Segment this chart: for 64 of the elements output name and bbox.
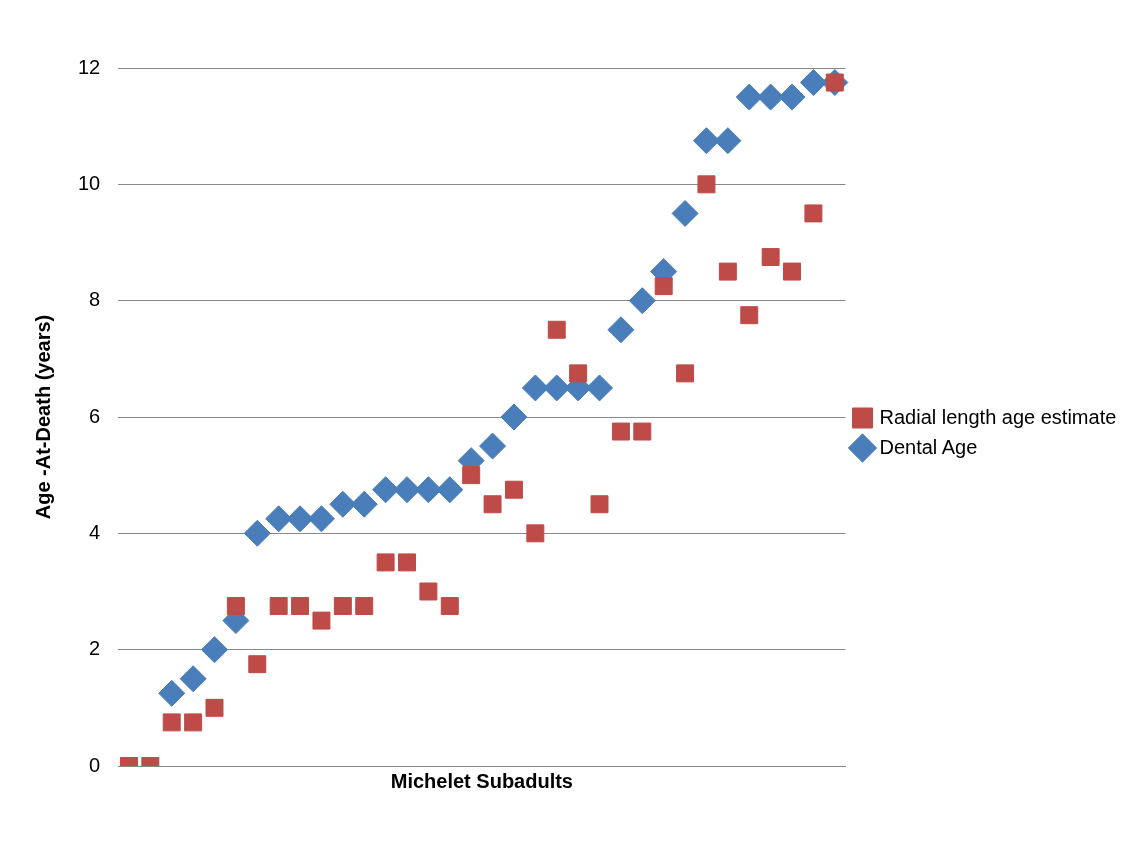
point: [398, 553, 416, 572]
point: [804, 204, 823, 223]
point: [376, 553, 395, 572]
point: [761, 248, 780, 267]
point: [586, 374, 614, 402]
point: [291, 597, 310, 616]
y-tick-label: 0: [89, 753, 101, 776]
point: [611, 422, 630, 441]
y-tick-label: 10: [78, 171, 101, 194]
point: [312, 611, 331, 630]
point: [697, 175, 716, 194]
point: [248, 655, 267, 674]
point: [440, 597, 459, 616]
y-tick-label: 6: [89, 404, 101, 427]
point: [654, 277, 673, 296]
y-tick-label: 8: [89, 288, 101, 311]
point: [526, 524, 545, 543]
y-tick-label: 4: [89, 520, 101, 543]
point: [521, 374, 549, 402]
x-axis-title: Michelet Subadults: [390, 769, 573, 792]
point: [735, 83, 763, 111]
point: [799, 69, 827, 97]
point: [286, 505, 314, 533]
legend-label: Radial length age estimate: [879, 405, 1117, 428]
point: [718, 262, 737, 281]
point: [569, 364, 588, 383]
point: [479, 432, 507, 460]
point: [547, 320, 566, 339]
point: [740, 306, 759, 325]
point: [607, 316, 635, 344]
point: [269, 597, 288, 616]
point: [243, 519, 271, 547]
point: [590, 495, 609, 514]
point: [504, 480, 523, 499]
point: [201, 636, 228, 664]
point: [783, 262, 802, 281]
point: [628, 287, 656, 315]
legend-label: Dental Age: [879, 435, 978, 458]
point: [500, 403, 528, 431]
point: [162, 713, 181, 732]
y-tick-label: 12: [78, 55, 101, 78]
y-axis-title: Age -At-Death (years): [31, 314, 54, 520]
point: [307, 505, 335, 533]
point: [419, 582, 438, 601]
point: [462, 466, 481, 485]
y-tick-label: 2: [89, 637, 101, 660]
point: [158, 679, 186, 707]
point: [226, 597, 245, 616]
point: [350, 490, 378, 518]
point: [633, 422, 652, 441]
point: [179, 665, 207, 693]
point: [184, 713, 203, 732]
point: [355, 597, 374, 616]
point: [414, 476, 442, 504]
point: [205, 698, 224, 717]
point: [436, 476, 464, 504]
point: [714, 127, 742, 155]
point: [393, 476, 421, 504]
point: [671, 199, 699, 227]
point: [692, 127, 720, 155]
point: [778, 83, 806, 111]
point: [483, 495, 502, 514]
point: [676, 364, 695, 383]
point: [333, 597, 352, 616]
